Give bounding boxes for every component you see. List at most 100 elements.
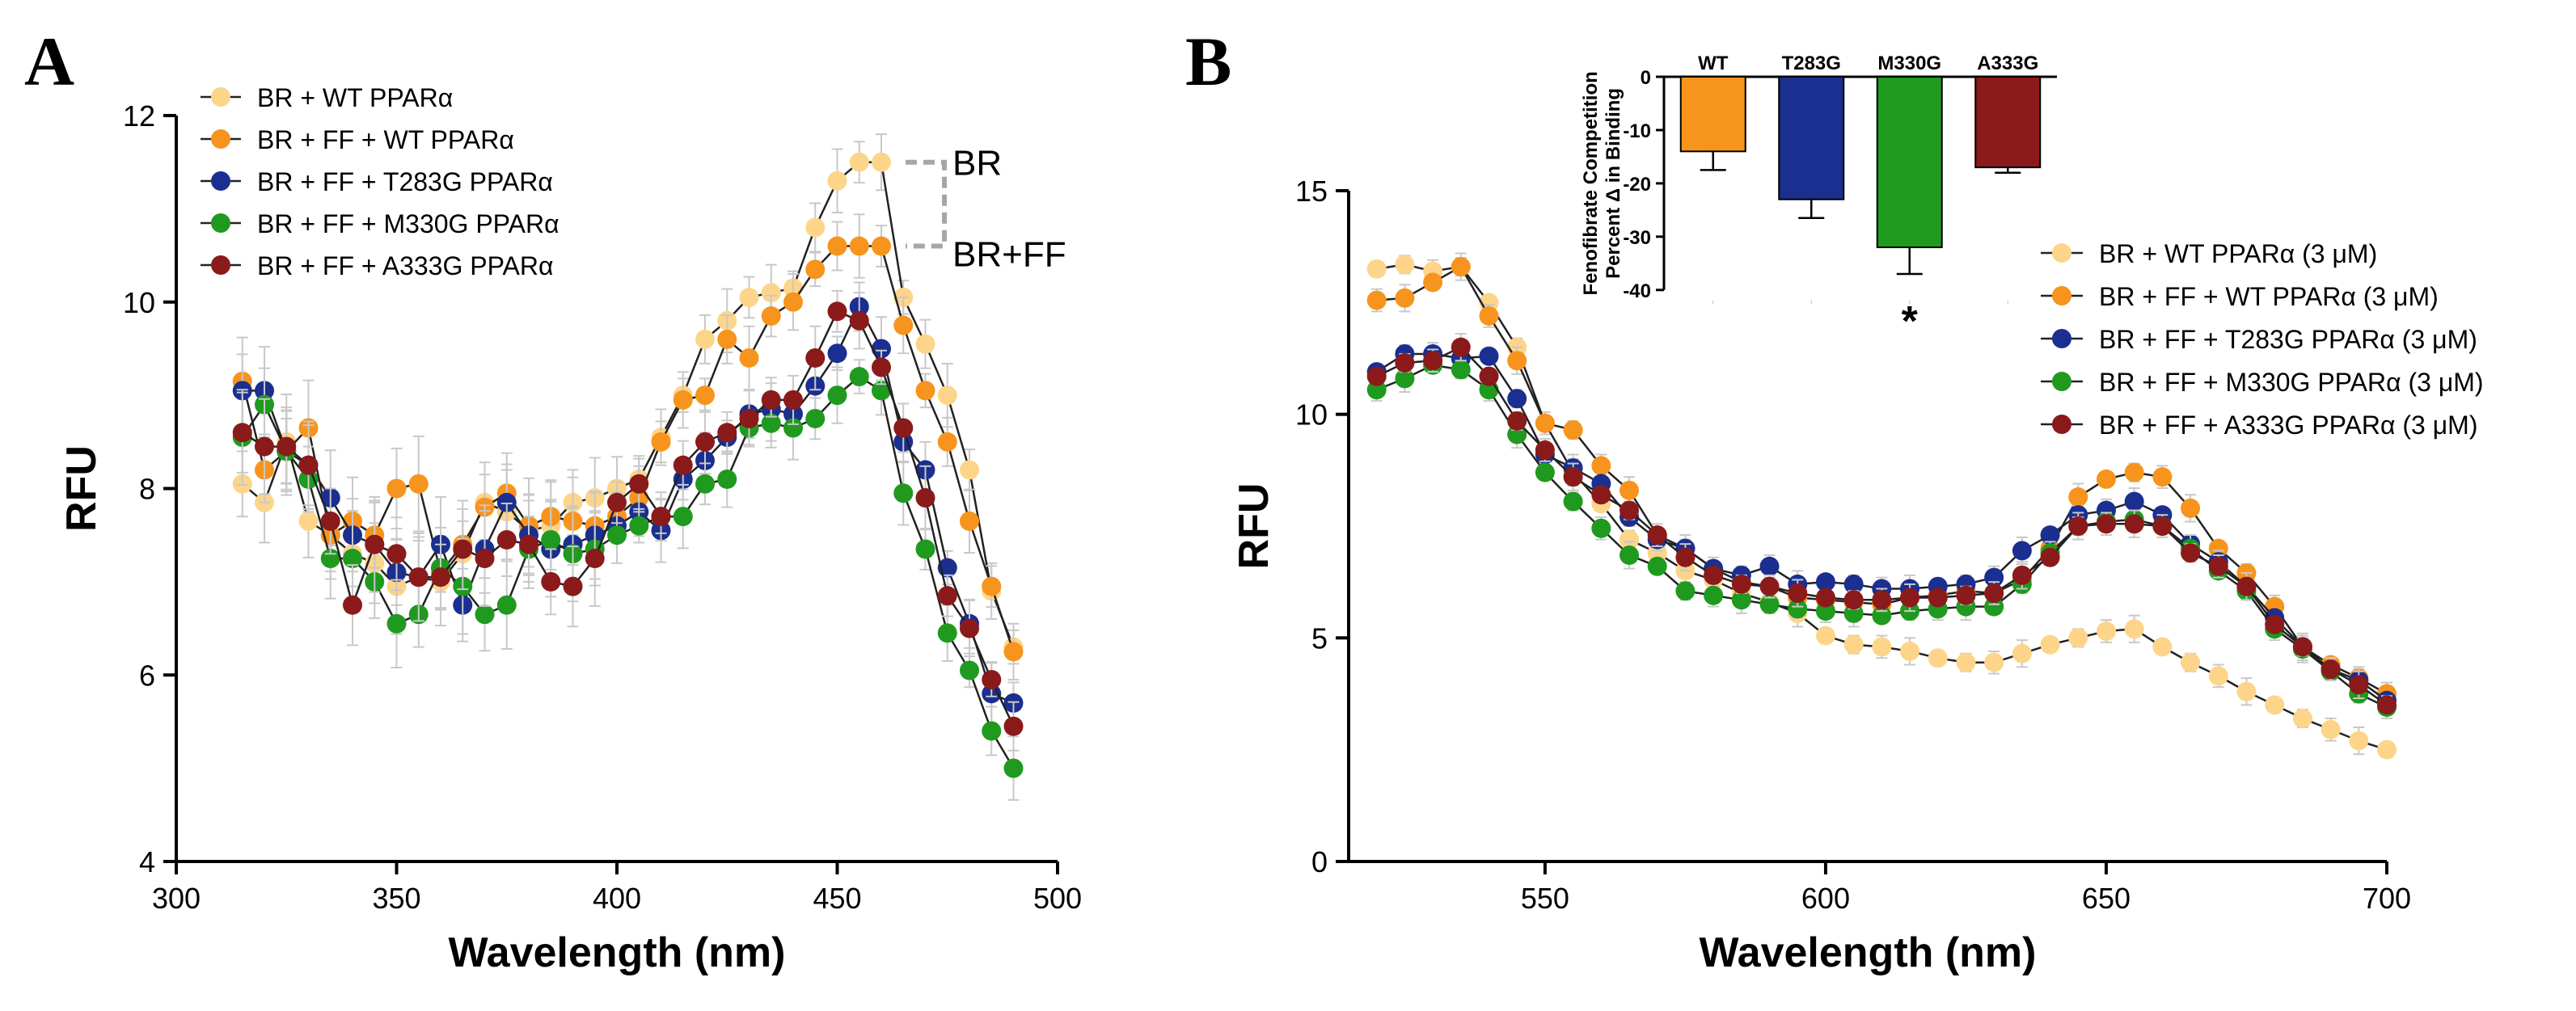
data-point <box>1591 456 1611 476</box>
data-point <box>1675 581 1696 601</box>
inset-category-label: T283G <box>1782 53 1841 74</box>
y-tick-label: 0 <box>1311 845 1328 878</box>
data-point <box>849 236 869 256</box>
data-point <box>2096 514 2116 534</box>
panel-a-label: A <box>24 23 74 100</box>
data-point <box>1535 440 1555 460</box>
legend-label: BR + FF + A333G PPARα <box>257 251 554 280</box>
data-point <box>1479 346 1499 366</box>
data-point <box>1366 380 1387 400</box>
data-point <box>915 334 935 354</box>
data-point <box>872 152 891 172</box>
data-point <box>2208 538 2228 558</box>
data-point <box>386 544 407 564</box>
inset-category-label: WT <box>1698 53 1729 74</box>
data-point <box>1507 411 1527 431</box>
data-point <box>960 660 979 680</box>
data-point <box>2124 462 2144 482</box>
inset-bar <box>1974 76 2042 169</box>
inset-y-tick-label: -40 <box>1623 280 1651 302</box>
data-point <box>783 418 803 438</box>
legend-label: BR + WT PPARα (3 μM) <box>2099 239 2377 268</box>
data-point <box>761 283 781 303</box>
x-tick-label: 300 <box>152 882 201 915</box>
x-tick-label: 350 <box>372 882 420 915</box>
data-point <box>1620 500 1640 520</box>
data-point <box>2096 469 2116 489</box>
data-point <box>496 492 517 512</box>
significance-star: * <box>1902 298 1919 345</box>
legend-marker <box>211 87 230 107</box>
series-line <box>242 310 1015 727</box>
legend-marker <box>2052 415 2071 434</box>
inset-bar <box>1778 76 1845 200</box>
data-point <box>2040 634 2060 655</box>
data-point <box>2292 708 2312 728</box>
inset-category-label: A333G <box>1977 53 2038 74</box>
y-tick-label: 4 <box>139 845 155 878</box>
data-point <box>893 418 914 438</box>
inset-bar <box>1679 76 1746 153</box>
data-point <box>1759 576 1780 596</box>
x-tick-label: 450 <box>813 882 861 915</box>
data-point <box>2124 619 2144 639</box>
data-point <box>982 576 1002 596</box>
x-tick-label: 550 <box>1521 882 1569 915</box>
x-axis-title: Wavelength (nm) <box>1700 929 2037 976</box>
legend-marker <box>2052 372 2071 391</box>
bracket-annotation: BR BR+FF <box>906 144 1066 275</box>
data-point <box>783 390 803 410</box>
data-point <box>915 381 935 401</box>
data-point <box>277 436 297 457</box>
data-point <box>849 152 869 172</box>
legend: BR + WT PPARα BR + FF + WT PPARα BR + FF +… <box>201 83 560 280</box>
data-point <box>232 423 252 443</box>
panel-b-label: B <box>1185 23 1231 100</box>
data-point <box>937 586 957 606</box>
inset-y-tick-label: -20 <box>1623 174 1651 196</box>
data-point <box>1872 637 1892 657</box>
data-point <box>1366 290 1387 310</box>
data-point <box>695 432 715 452</box>
data-point <box>717 329 737 349</box>
data-point <box>915 488 935 508</box>
data-point <box>2181 543 2201 563</box>
data-point <box>1815 588 1835 608</box>
data-point <box>1675 547 1696 567</box>
inset-category-label: M330G <box>1877 53 1941 74</box>
data-point <box>960 511 979 531</box>
data-point <box>1003 642 1024 662</box>
data-point <box>1591 518 1611 538</box>
x-tick-label: 400 <box>593 882 641 915</box>
data-point <box>386 613 407 634</box>
data-point <box>2236 681 2257 701</box>
data-point <box>673 507 693 527</box>
data-point <box>2012 643 2032 663</box>
data-point <box>541 571 561 592</box>
data-point <box>2012 565 2032 585</box>
data-point <box>827 343 847 364</box>
data-point <box>783 292 803 312</box>
data-point <box>1788 583 1808 603</box>
data-point <box>761 413 781 433</box>
data-point <box>673 455 693 475</box>
annotation-br: BR <box>952 144 1002 183</box>
data-point <box>2349 731 2369 751</box>
data-point <box>629 474 649 494</box>
y-tick-label: 10 <box>123 286 155 319</box>
data-point <box>2208 666 2228 686</box>
data-point <box>255 436 274 457</box>
legend-label: BR + WT PPARα <box>257 83 453 112</box>
inset-y-tick-label: 0 <box>1641 67 1651 89</box>
data-point <box>1788 599 1808 619</box>
x-tick-label: 600 <box>1801 882 1850 915</box>
data-point <box>1451 337 1471 357</box>
data-point <box>408 474 429 494</box>
data-point <box>695 385 715 406</box>
data-point <box>651 432 671 452</box>
data-point <box>2181 498 2201 518</box>
data-point <box>1984 583 2004 603</box>
data-point <box>695 474 715 494</box>
data-point <box>937 385 957 406</box>
data-point <box>1395 255 1415 275</box>
